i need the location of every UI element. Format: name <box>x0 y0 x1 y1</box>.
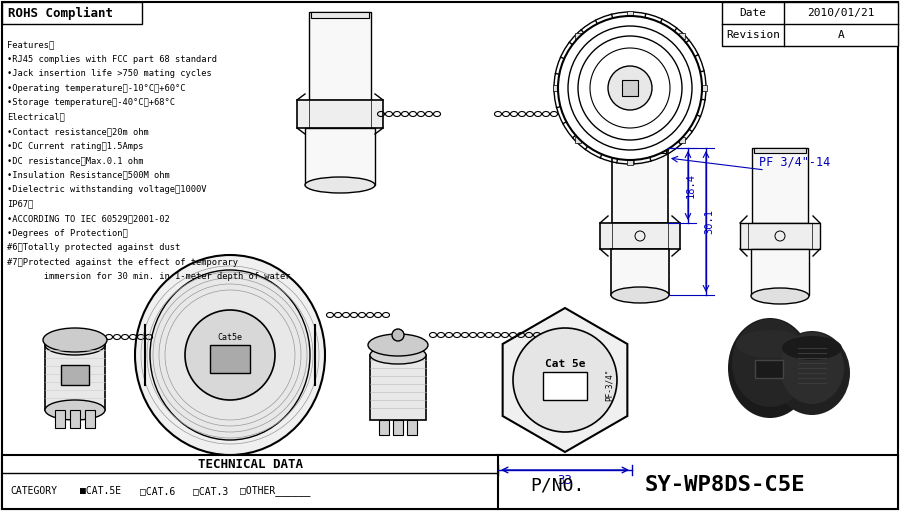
Ellipse shape <box>185 310 275 400</box>
Text: •ACCORDING TO IEC 60529：2001-02: •ACCORDING TO IEC 60529：2001-02 <box>7 214 170 223</box>
Bar <box>680 33 685 39</box>
Bar <box>370 355 426 420</box>
Bar <box>309 12 371 100</box>
Text: □CAT.6: □CAT.6 <box>140 486 176 496</box>
Text: •Contact resistance：20m ohm: •Contact resistance：20m ohm <box>7 127 148 136</box>
Ellipse shape <box>751 288 809 304</box>
Ellipse shape <box>392 329 404 341</box>
Bar <box>627 11 633 17</box>
Ellipse shape <box>43 328 107 352</box>
Ellipse shape <box>736 330 804 358</box>
Text: •Dielectric withstanding voltage：1000V: •Dielectric withstanding voltage：1000V <box>7 185 206 194</box>
Ellipse shape <box>732 319 808 407</box>
Bar <box>722 2 898 46</box>
Ellipse shape <box>558 16 702 160</box>
Bar <box>2 2 142 24</box>
Text: Date: Date <box>740 8 767 18</box>
Bar <box>754 148 806 153</box>
Bar <box>680 137 685 143</box>
Text: •RJ45 complies with FCC part 68 standard: •RJ45 complies with FCC part 68 standard <box>7 55 217 63</box>
Bar <box>407 420 417 435</box>
Text: Cat5e: Cat5e <box>218 333 242 341</box>
Text: □OTHER______: □OTHER______ <box>240 485 310 497</box>
Bar <box>210 345 250 373</box>
Bar <box>393 420 403 435</box>
Ellipse shape <box>780 332 844 404</box>
Ellipse shape <box>368 334 428 356</box>
Bar <box>622 80 638 96</box>
Text: 33: 33 <box>557 474 572 486</box>
Text: •Jack insertion life >750 mating cycles: •Jack insertion life >750 mating cycles <box>7 69 211 78</box>
Text: ROHS Compliant: ROHS Compliant <box>8 7 113 19</box>
Text: •Operating temperature：-10°C～+60°C: •Operating temperature：-10°C～+60°C <box>7 83 185 92</box>
Text: Electrical：: Electrical： <box>7 112 65 122</box>
Bar <box>612 148 668 223</box>
Text: Features：: Features： <box>7 40 54 49</box>
Ellipse shape <box>513 328 617 432</box>
Ellipse shape <box>45 335 105 355</box>
Text: •DC Current rating：1.5Amps: •DC Current rating：1.5Amps <box>7 142 143 151</box>
Bar <box>755 360 783 378</box>
Text: CATEGORY: CATEGORY <box>10 486 57 496</box>
Bar <box>553 85 559 91</box>
Bar <box>614 148 666 153</box>
Text: #6：Totally protected against dust: #6：Totally protected against dust <box>7 243 180 252</box>
Bar <box>379 420 389 435</box>
Bar <box>2 455 898 509</box>
Text: #7：Protected against the effect of temporary: #7：Protected against the effect of tempo… <box>7 258 238 267</box>
Text: P/NO.: P/NO. <box>530 476 584 494</box>
Text: PF-3/4": PF-3/4" <box>605 369 614 401</box>
Text: •Storage temperature：-40°C～+68°C: •Storage temperature：-40°C～+68°C <box>7 98 175 107</box>
Bar <box>627 159 633 165</box>
Ellipse shape <box>370 346 426 364</box>
Text: □CAT.3: □CAT.3 <box>193 486 229 496</box>
Bar <box>55 410 65 428</box>
Bar <box>575 33 580 39</box>
Polygon shape <box>502 308 627 452</box>
Bar <box>45 345 105 410</box>
Bar <box>751 249 809 295</box>
Text: SY-WP8DS-C5E: SY-WP8DS-C5E <box>645 475 806 495</box>
Bar <box>70 410 80 428</box>
Bar <box>752 148 808 223</box>
Bar <box>297 100 383 128</box>
Text: IP67：: IP67： <box>7 199 33 208</box>
Ellipse shape <box>782 336 842 360</box>
Bar <box>311 12 369 18</box>
Text: Cat 5e: Cat 5e <box>544 359 585 369</box>
Text: 30.1: 30.1 <box>704 208 714 234</box>
Ellipse shape <box>135 255 325 455</box>
Bar <box>600 223 680 249</box>
Text: PF 3/4"-14: PF 3/4"-14 <box>760 155 831 169</box>
Ellipse shape <box>774 331 850 415</box>
Bar <box>305 128 375 185</box>
Ellipse shape <box>150 270 310 440</box>
Ellipse shape <box>45 400 105 420</box>
Ellipse shape <box>611 287 669 303</box>
Text: ■CAT.5E: ■CAT.5E <box>80 486 122 496</box>
Bar <box>61 365 89 385</box>
Text: •Degrees of Protection：: •Degrees of Protection： <box>7 228 128 238</box>
Ellipse shape <box>728 318 812 418</box>
Ellipse shape <box>305 177 375 193</box>
Bar <box>575 137 580 143</box>
Text: immersion for 30 min. in 1-meter depth of water: immersion for 30 min. in 1-meter depth o… <box>7 272 291 281</box>
Bar <box>543 372 587 400</box>
Text: Revision: Revision <box>726 30 780 40</box>
Bar <box>740 223 820 249</box>
Text: •Insulation Resistance：500M ohm: •Insulation Resistance：500M ohm <box>7 171 170 179</box>
Text: •DC resistance：Max.0.1 ohm: •DC resistance：Max.0.1 ohm <box>7 156 143 165</box>
Bar <box>611 249 669 295</box>
Bar <box>701 85 707 91</box>
Text: 2010/01/21: 2010/01/21 <box>807 8 875 18</box>
Ellipse shape <box>608 66 652 110</box>
Text: A: A <box>838 30 844 40</box>
Text: TECHNICAL DATA: TECHNICAL DATA <box>197 457 302 471</box>
Bar <box>85 410 95 428</box>
Text: 18.4: 18.4 <box>686 173 696 197</box>
